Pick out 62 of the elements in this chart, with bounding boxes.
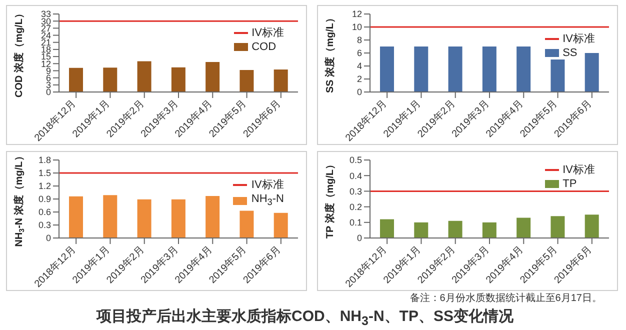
bar: [380, 46, 394, 92]
text: 备注：6月份水质数据统计截止至6月17日。: [408, 292, 603, 305]
legend-label: IV标准: [251, 178, 284, 192]
bar: [240, 70, 254, 92]
y-tick-label: 1.2: [38, 181, 51, 192]
bar: [550, 60, 565, 92]
bar: [516, 218, 531, 238]
y-tick-label: 1.5: [38, 168, 51, 178]
bar: [550, 216, 565, 238]
y-tick-label: 8: [356, 35, 362, 46]
y-axis-title: COD 浓度（mg/L）: [12, 8, 25, 98]
y-tick-label: 2: [356, 74, 362, 84]
y-axis-title: TP 浓度（mg/L）: [324, 159, 336, 239]
y-tick-label: 0: [356, 87, 362, 98]
bar: [584, 214, 599, 238]
legend-label: IV标准: [562, 163, 595, 177]
y-tick-label: 0: [46, 233, 51, 244]
bar: [448, 46, 462, 92]
bar: [516, 46, 531, 92]
bar: [448, 220, 462, 238]
y-tick-label: 4: [356, 61, 362, 72]
bar: [414, 46, 428, 92]
legend-label: SS: [562, 46, 578, 60]
y-tick-label: 0: [46, 87, 51, 98]
bar: [69, 196, 83, 238]
bar: [482, 222, 496, 238]
y-tick-label: 0.6: [38, 207, 51, 218]
y-tick-label: 0.9: [38, 194, 51, 204]
bar: [171, 199, 186, 238]
bar: [584, 53, 599, 92]
y-tick-label: 0.1: [349, 218, 362, 228]
bar: [206, 62, 220, 92]
bar: [137, 61, 152, 92]
bar: [274, 70, 288, 92]
bar: [137, 199, 152, 238]
bar: [380, 219, 394, 238]
y-tick-label: 1.8: [38, 155, 51, 166]
bar: [69, 68, 83, 92]
bar: [103, 68, 118, 92]
bar: [240, 210, 254, 238]
y-tick-label: 12: [352, 9, 362, 20]
y-tick-label: 10: [352, 22, 362, 32]
y-tick-label: 0.3: [38, 220, 51, 230]
y-tick-label: 0: [356, 233, 362, 244]
bar: [482, 46, 496, 92]
legend-label: TP: [562, 177, 577, 191]
bar: [206, 196, 220, 238]
y-tick-label: 6: [356, 48, 362, 58]
legend-label: IV标准: [252, 26, 284, 40]
bar: [103, 195, 118, 238]
bar: [171, 67, 186, 92]
y-tick-label: 0.4: [349, 170, 362, 181]
legend-label: IV标准: [562, 32, 595, 46]
legend-label: COD: [252, 40, 276, 54]
bar: [414, 222, 428, 238]
y-axis-title: SS 浓度（mg/L）: [324, 12, 336, 94]
legend-label: NH$_{3}$-N: [251, 192, 284, 210]
bar: [274, 212, 288, 238]
y-tick-label: 0.2: [349, 202, 362, 212]
y-tick-label: 0.5: [349, 155, 362, 166]
text: 项目投产后出水主要水质指标COD、NH$_{3}$-N、TP、SS变化情况: [95, 307, 514, 328]
y-tick-label: 0.3: [349, 186, 362, 196]
